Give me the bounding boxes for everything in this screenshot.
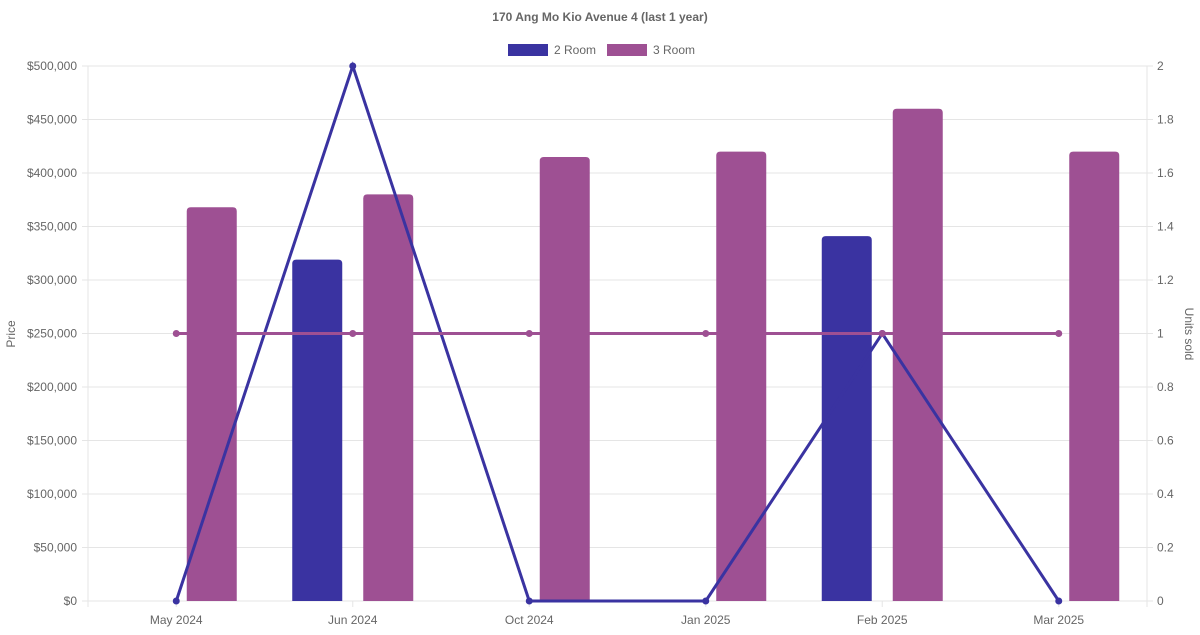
legend-swatch [508,44,548,56]
y-left-tick-label: $200,000 [27,380,77,394]
bar [539,156,590,601]
y-right-tick-label: 0.6 [1157,434,1174,448]
y-left-tick-label: $100,000 [27,487,77,501]
data-point [172,330,180,337]
legend-item[interactable]: 3 Room [607,43,695,57]
x-tick-label: Oct 2024 [505,613,554,627]
y-right-tick-label: 1.2 [1157,273,1174,287]
data-point [525,330,533,337]
y-right-tick-label: 1.4 [1157,220,1174,234]
y-left-tick-label: $50,000 [34,541,78,555]
bar [821,236,872,601]
x-tick-label: Jan 2025 [681,613,731,627]
bar [186,207,237,602]
y-left-tick-label: $500,000 [27,59,77,73]
x-tick-label: Jun 2024 [328,613,378,627]
y-left-tick-label: $400,000 [27,166,77,180]
y-axis-right-title: Units sold [1182,308,1196,361]
left-axis-ticks: $0 $50,000 $100,000 $150,000 $200,000 $250,00… [27,59,77,608]
y-right-tick-label: 1 [1157,327,1164,341]
bar [1069,151,1120,601]
y-left-tick-label: $300,000 [27,273,77,287]
legend-swatch [607,44,647,56]
y-left-tick-label: $450,000 [27,113,77,127]
y-right-tick-label: 2 [1157,59,1164,73]
data-point [349,62,357,70]
y-left-tick-label: $0 [64,594,78,608]
y-left-tick-label: $350,000 [27,220,77,234]
y-right-tick-label: 1.6 [1157,166,1174,180]
legend[interactable]: 2 Room 3 Room [508,43,695,57]
y-right-tick-label: 0.8 [1157,380,1174,394]
y-right-tick-label: 0 [1157,594,1164,608]
data-point [172,597,180,605]
chart-title: 170 Ang Mo Kio Avenue 4 (last 1 year) [492,10,707,24]
bar [716,151,767,601]
bars [186,108,1120,602]
y-right-tick-label: 0.2 [1157,541,1174,555]
data-point [878,330,886,337]
x-tick-label: May 2024 [150,613,203,627]
data-point [525,597,533,605]
bar [363,194,414,601]
y-left-tick-label: $250,000 [27,327,77,341]
bar [292,259,343,601]
data-point [702,597,710,605]
legend-label: 2 Room [554,43,596,57]
bar [892,108,943,602]
right-axis-ticks: 0 0.2 0.4 0.6 0.8 1 1.2 1.4 1.6 1.8 2 [1147,59,1174,608]
x-tick-label: Mar 2025 [1033,613,1084,627]
x-tick-label: Feb 2025 [857,613,908,627]
legend-item[interactable]: 2 Room [508,43,596,57]
y-right-tick-label: 0.4 [1157,487,1174,501]
y-axis-left-title: Price [4,320,18,348]
x-axis-ticks: May 2024 Jun 2024 Oct 2024 Jan 2025 Feb 2025… [150,601,1084,627]
lines [172,61,1063,605]
grid-lines [82,65,1148,607]
data-point [349,330,357,337]
legend-label: 3 Room [653,43,695,57]
series-line [174,61,1061,603]
data-point [702,330,710,337]
data-point [1055,597,1063,605]
data-point [1055,330,1063,337]
y-right-tick-label: 1.8 [1157,113,1174,127]
y-left-tick-label: $150,000 [27,434,77,448]
